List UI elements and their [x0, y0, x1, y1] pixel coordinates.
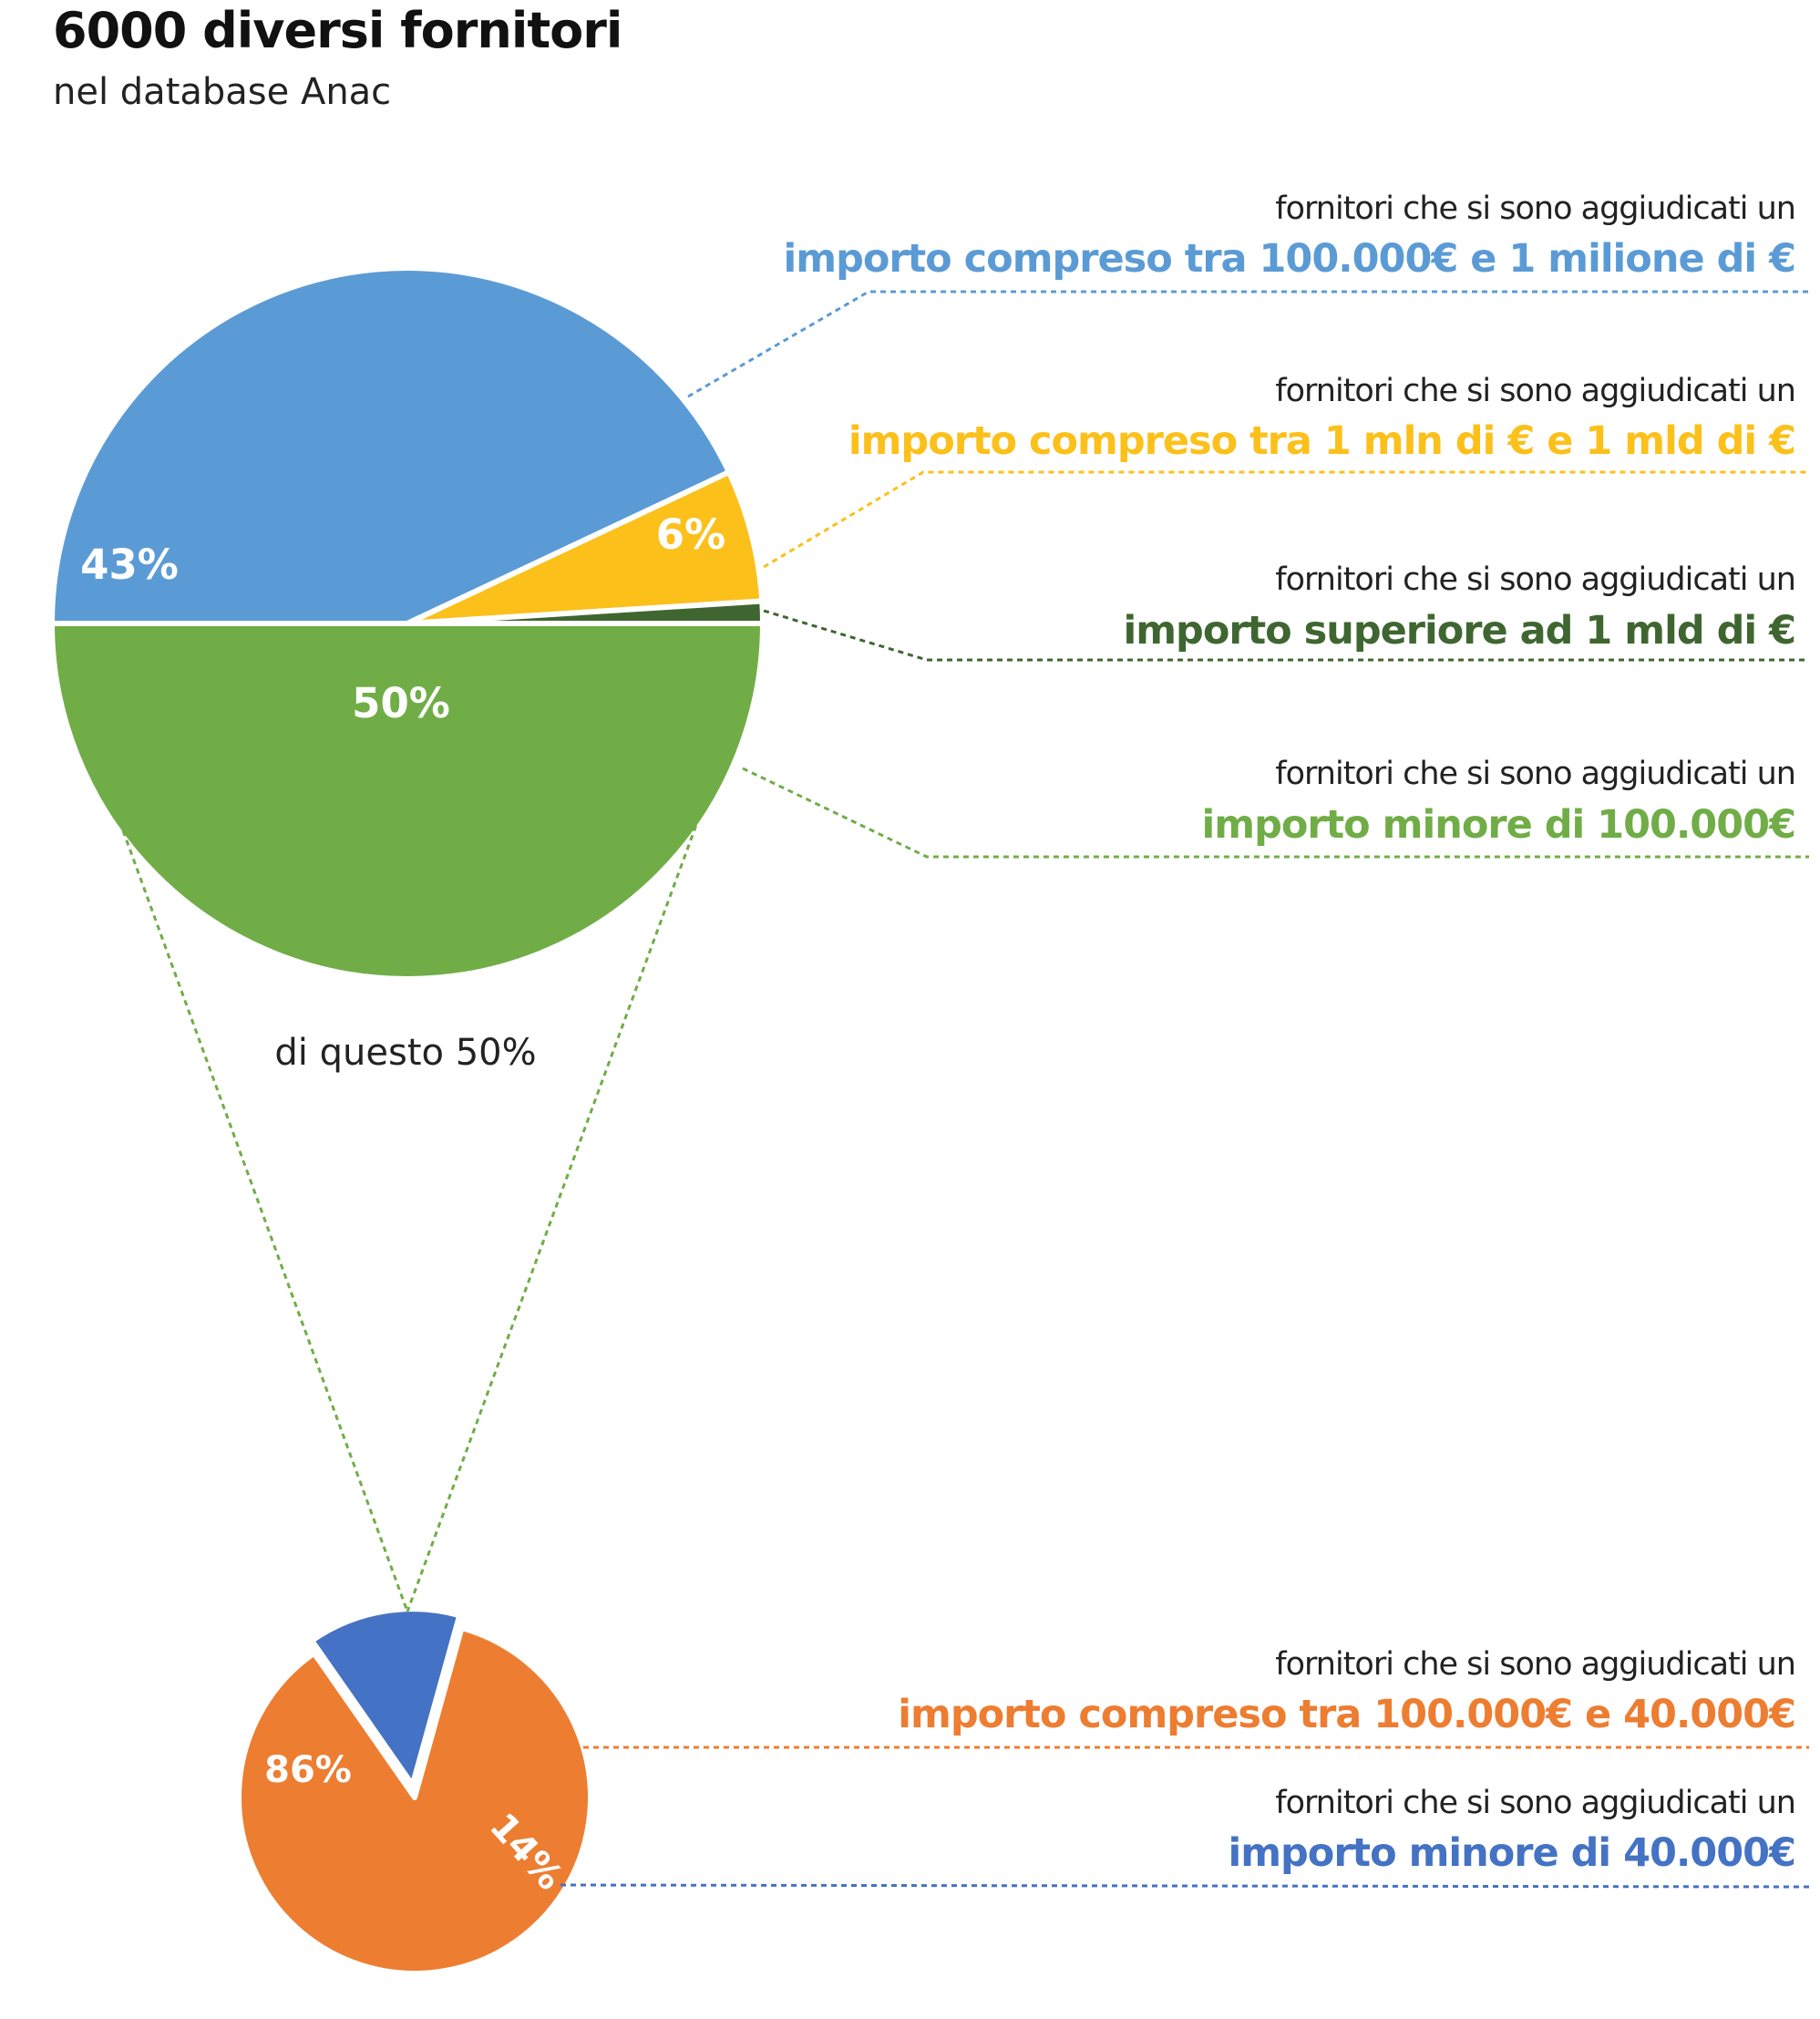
legend: fornitori che si sono aggiudicati un impo… [784, 191, 1796, 1876]
slice-label: 43% [80, 541, 179, 589]
legend-label: importo compreso tra 100.000€ e 40.000€ [898, 1692, 1795, 1737]
leader-line [742, 767, 1809, 859]
chart-title: 6000 diversi fornitori [53, 2, 622, 59]
legend-label: importo minore di 40.000€ [1228, 1830, 1795, 1876]
legend-label: importo compreso tra 100.000€ e 1 milion… [784, 236, 1795, 282]
chart-subtitle: nel database Anac [53, 71, 392, 113]
legend-caption: fornitori che si sono aggiudicati un [1275, 1785, 1795, 1821]
legend-caption: fornitori che si sono aggiudicati un [1275, 561, 1795, 598]
zoom-note: di questo 50% [274, 1032, 536, 1074]
pie-slice [49, 265, 732, 626]
legend-label: importo compreso tra 1 mln di € e 1 mld … [848, 418, 1795, 464]
legend-label: importo minore di 100.000€ [1202, 802, 1795, 848]
slice-label: 50% [352, 679, 450, 727]
sub-pie [236, 1606, 593, 1976]
legend-label: importo superiore ad 1 mld di € [1124, 608, 1795, 654]
zoom-connector [108, 792, 409, 1612]
leader-line [560, 1883, 1810, 1889]
pie-slice [236, 1625, 593, 1976]
legend-caption: fornitori che si sono aggiudicati un [1275, 1646, 1795, 1683]
main-pie [49, 265, 766, 982]
legend-caption: fornitori che si sono aggiudicati un [1275, 373, 1795, 409]
slice-label: 6% [656, 510, 725, 559]
legend-caption: fornitori che si sono aggiudicati un [1275, 756, 1795, 792]
leader-lines [108, 290, 1810, 1889]
leader-line [763, 470, 1809, 569]
leader-line [687, 290, 1809, 398]
pie-slice [49, 621, 766, 982]
legend-caption: fornitori che si sono aggiudicati un [1275, 191, 1795, 227]
zoom-connector [406, 797, 708, 1612]
pie-slice [309, 1606, 463, 1788]
slice-label: 86% [264, 1749, 352, 1791]
